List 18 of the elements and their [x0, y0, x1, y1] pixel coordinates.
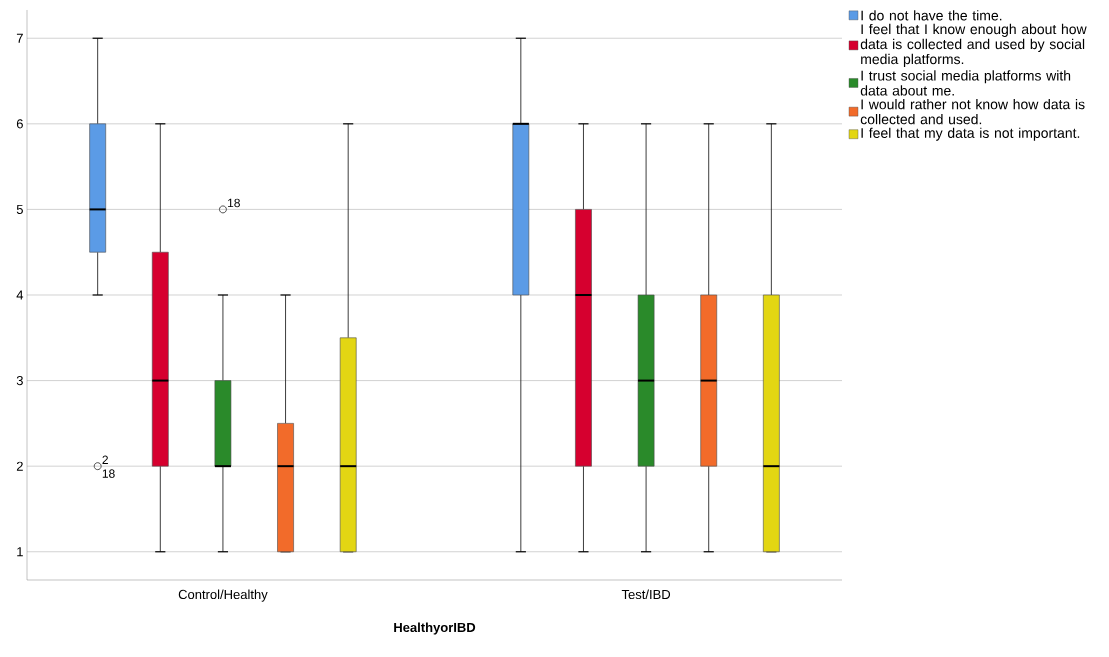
y-tick-label: 6 [16, 119, 23, 129]
y-tick-label: 4 [16, 290, 24, 300]
legend-label: I do not have the time. [861, 10, 1002, 21]
legend-label: I would rather not know how data is collected and used. [860, 99, 1085, 125]
y-tick-label: 1 [17, 547, 23, 557]
legend-label: I feel that my data is not important. [861, 127, 1080, 141]
annotation: 2 [102, 455, 108, 464]
x-tick-label: Control/Healthy [178, 589, 268, 602]
legend-label: I trust social media platforms with data about me. [860, 70, 1071, 96]
annotation: 18 [102, 469, 115, 478]
y-tick-label: 3 [16, 375, 23, 386]
x-tick-label: Test/IBD [621, 589, 671, 600]
y-tick-label: 2 [16, 461, 23, 471]
legend-label: I feel that I know enough about how data is collected and used by social media platforms. [860, 23, 1087, 67]
y-tick-label: 7 [16, 33, 23, 43]
x-axis-title: HealthyorIBD [394, 622, 476, 635]
annotation: 18 [228, 198, 240, 208]
y-tick-label: 5 [16, 204, 23, 214]
